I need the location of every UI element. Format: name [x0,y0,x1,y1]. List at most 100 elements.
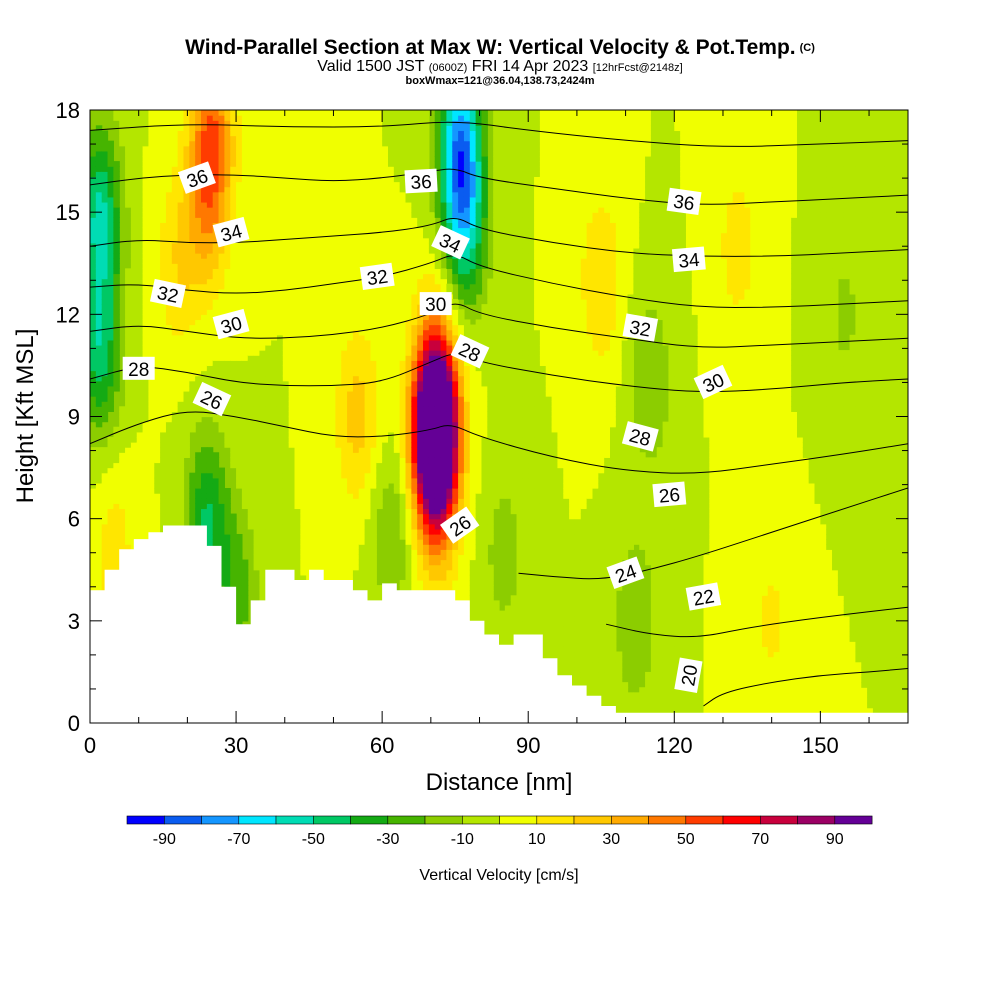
w-cell [224,181,231,188]
w-cell [130,467,138,474]
w-cell [282,161,290,167]
w-cell [288,508,296,515]
w-cell [206,498,214,504]
w-cell [236,191,243,198]
w-cell [136,166,144,172]
w-cell [101,155,109,162]
w-cell [236,110,243,116]
w-cell [300,181,307,188]
w-cell [329,125,336,132]
w-cell [171,232,179,239]
w-cell [265,462,272,469]
w-cell [271,457,278,464]
w-cell [224,212,231,218]
w-cell [90,212,97,218]
w-cell [294,554,301,561]
w-cell [148,334,155,341]
w-cell [142,176,150,183]
w-cell [142,299,150,305]
w-cell [230,401,237,407]
w-cell [218,145,225,152]
w-cell [335,447,342,453]
w-cell [218,579,225,586]
w-cell [171,166,179,172]
w-cell [247,426,255,433]
w-cell [236,247,243,254]
w-cell [95,518,103,525]
w-cell [189,385,196,392]
w-cell [142,242,150,249]
w-cell [148,339,155,346]
w-cell [142,201,150,208]
w-cell [335,452,342,458]
w-cell [306,503,313,510]
w-cell [195,457,202,464]
w-cell [335,416,342,423]
w-cell [306,344,313,351]
w-cell [259,518,266,525]
w-cell [230,125,237,132]
w-cell [259,533,266,540]
w-cell [125,411,132,418]
w-cell [259,503,266,510]
w-cell [335,370,342,377]
w-cell [224,191,231,198]
w-cell [130,344,138,351]
w-cell [142,406,150,412]
w-cell [142,401,150,407]
w-cell [253,283,261,290]
w-cell [218,207,225,213]
w-cell [125,390,132,397]
w-cell [171,145,179,152]
w-cell [271,253,278,259]
w-cell [253,564,261,571]
w-cell [282,339,290,346]
w-cell [241,436,249,443]
w-cell [236,344,243,351]
w-cell [90,503,97,510]
w-cell [136,339,144,346]
w-cell [177,278,185,285]
w-cell [113,232,120,239]
w-cell [335,176,342,183]
w-cell [341,564,348,571]
w-cell [119,539,126,545]
w-cell [259,293,266,300]
w-cell [300,217,307,223]
w-cell [183,268,190,275]
w-cell [189,237,196,244]
w-cell [288,155,296,162]
w-cell [253,196,261,203]
w-cell [271,447,278,453]
w-cell [306,217,313,223]
w-cell [241,360,249,367]
w-cell [265,314,272,321]
w-cell [317,411,325,418]
w-cell [136,477,144,484]
w-cell [276,467,284,474]
w-cell [125,477,132,484]
w-cell [154,227,161,234]
w-cell [206,503,214,510]
w-cell [271,539,278,545]
w-cell [107,482,114,489]
w-cell [317,299,325,305]
w-cell [130,462,138,469]
w-cell [253,242,261,249]
w-cell [323,304,331,310]
w-cell [119,498,126,504]
w-cell [142,150,150,157]
w-cell [241,462,249,469]
w-cell [236,293,243,300]
w-cell [265,431,272,438]
w-cell [218,355,225,361]
w-cell [230,196,237,203]
w-cell [265,171,272,178]
w-cell [282,304,290,310]
w-cell [95,293,103,300]
w-cell [288,355,296,361]
w-cell [306,186,313,193]
w-cell [160,125,167,132]
w-cell [171,110,179,116]
w-cell [282,447,290,453]
